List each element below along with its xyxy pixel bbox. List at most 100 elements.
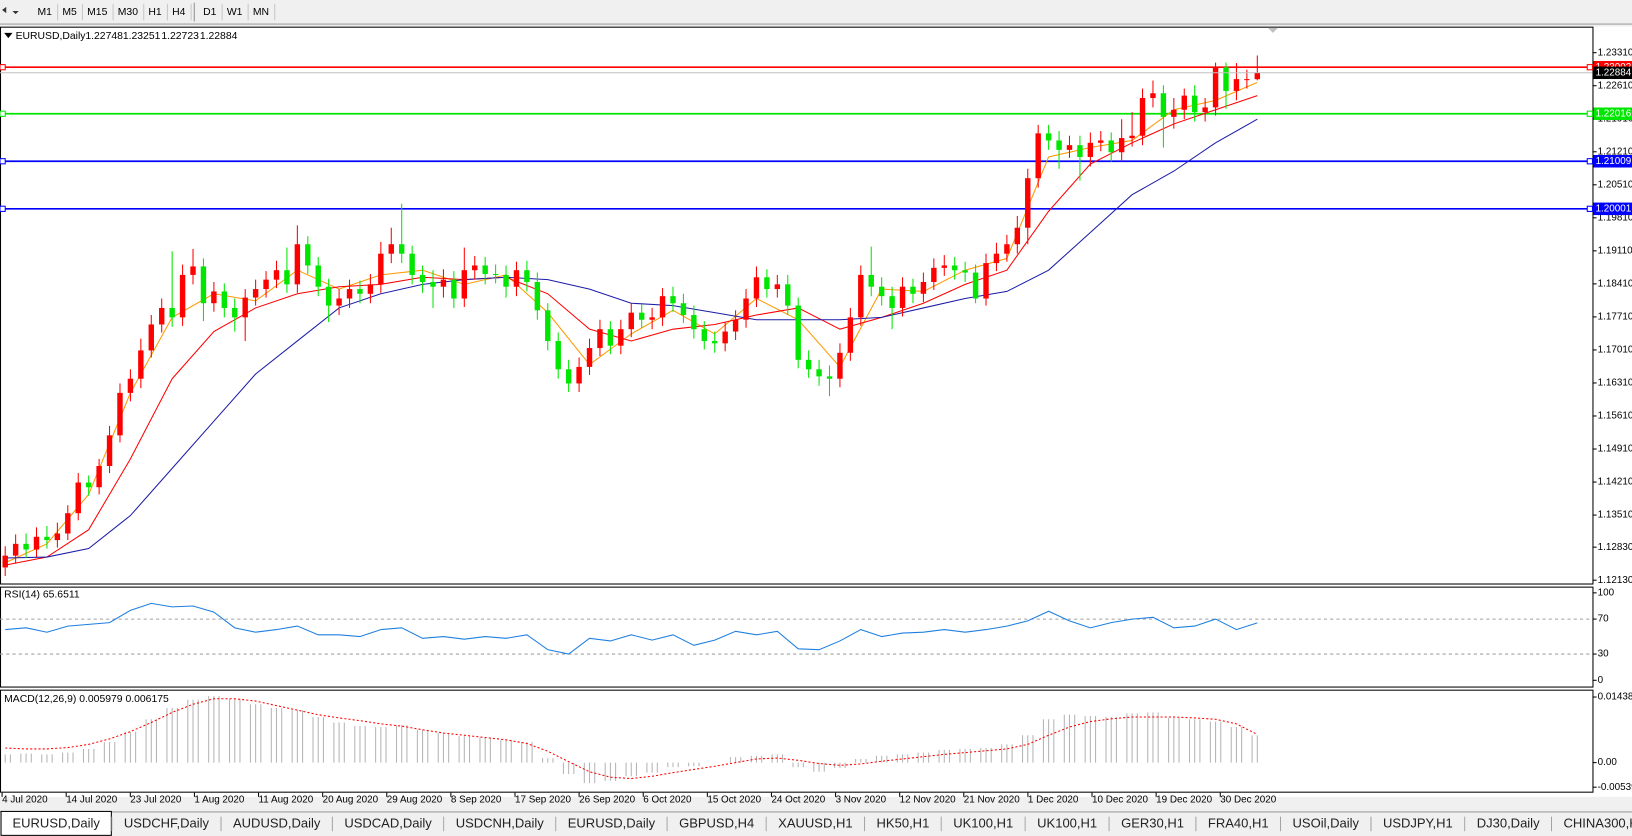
rsi-title: RSI(14) 65.6511 xyxy=(4,590,80,601)
timeframe-button[interactable]: M15 xyxy=(87,7,107,18)
symbol-tab-label[interactable]: USDCNH,Daily xyxy=(456,815,545,830)
symbol-tab[interactable] xyxy=(1371,813,1465,835)
candle-body xyxy=(1077,145,1083,157)
toolbar-icon[interactable] xyxy=(2,6,19,15)
candle-body xyxy=(54,533,61,541)
candle-body xyxy=(889,296,895,308)
x-tick-label: 12 Nov 2020 xyxy=(900,795,957,806)
timeframe-button[interactable]: M1 xyxy=(37,7,52,18)
timeframe-button[interactable]: H4 xyxy=(172,7,186,18)
timeframe-button[interactable]: D1 xyxy=(203,7,217,18)
symbol-tab[interactable] xyxy=(221,813,332,835)
timeframe-button[interactable]: M30 xyxy=(118,7,138,18)
candle-body xyxy=(1150,93,1156,98)
candle-body xyxy=(701,329,708,341)
symbol-tab[interactable] xyxy=(1196,813,1281,835)
level-price-box xyxy=(1593,202,1632,216)
timeframe-button[interactable]: M5 xyxy=(62,7,77,18)
symbol-tab[interactable] xyxy=(444,813,556,835)
symbol-tab-label[interactable]: USOil,Daily xyxy=(1293,815,1360,830)
level-handle xyxy=(0,158,6,165)
candle-body xyxy=(430,281,436,287)
symbol-tab[interactable] xyxy=(1465,813,1552,835)
candle-body xyxy=(1254,72,1261,80)
candle-body xyxy=(618,329,624,346)
candle-body xyxy=(649,317,655,320)
symbol-tab[interactable] xyxy=(1281,813,1371,835)
timeframe-button[interactable]: W1 xyxy=(227,7,243,18)
candle-body xyxy=(1202,107,1208,113)
y-tick-label: 1.14210 xyxy=(1598,477,1632,488)
candle-body xyxy=(826,376,833,379)
level-price-label: 1.21009 xyxy=(1596,156,1632,167)
candle-body xyxy=(878,286,885,297)
candle-body xyxy=(294,244,301,285)
y-tick-label: 1.12830 xyxy=(1598,542,1632,553)
candle-body xyxy=(305,244,311,266)
candle-body xyxy=(1212,67,1219,108)
candle-body xyxy=(211,291,217,304)
symbol-tab-label[interactable]: EURUSD,Daily xyxy=(12,815,100,830)
x-tick-label: 1 Aug 2020 xyxy=(194,795,244,806)
symbol-tab-label[interactable]: USDCHF,Daily xyxy=(124,815,210,830)
candle-body xyxy=(179,274,186,318)
symbol-tab-label[interactable]: AUDUSD,Daily xyxy=(233,815,321,830)
level-handle xyxy=(0,110,6,117)
candle-body xyxy=(96,466,102,488)
timeframe-button[interactable]: H1 xyxy=(148,7,162,18)
x-tick-label: 29 Aug 2020 xyxy=(387,795,443,806)
y-tick-label: 1.15610 xyxy=(1598,411,1632,422)
symbol-tab-label[interactable]: USDJPY,H1 xyxy=(1383,815,1453,830)
timeframe-button[interactable]: MN xyxy=(253,7,269,18)
candle-body xyxy=(117,392,123,436)
symbol-tab-label[interactable]: EURUSD,Daily xyxy=(568,815,656,830)
x-tick-label: 24 Oct 2020 xyxy=(771,795,825,806)
y-tick-label: 1.17010 xyxy=(1598,345,1632,356)
y-tick-label: -0.00539 xyxy=(1598,782,1632,793)
symbol-tab[interactable] xyxy=(941,813,1025,835)
y-tick-label: 1.23310 xyxy=(1598,47,1632,58)
candle-body xyxy=(263,279,269,290)
candle-body xyxy=(597,329,603,349)
symbol-tab-label[interactable]: UK100,H1 xyxy=(1037,815,1097,830)
candle-body xyxy=(1045,133,1052,141)
x-tick-label: 1 Dec 2020 xyxy=(1028,795,1079,806)
symbol-tab-label[interactable]: GBPUSD,H4 xyxy=(679,815,754,830)
candle-body xyxy=(1139,97,1146,136)
symbol-tab[interactable] xyxy=(332,813,444,835)
symbol-tab-label[interactable]: HK50,H1 xyxy=(877,815,930,830)
symbol-tab[interactable] xyxy=(112,813,221,835)
candle-body xyxy=(607,329,614,346)
level-handle xyxy=(1586,158,1593,165)
symbol-tab-label[interactable]: GER30,H1 xyxy=(1121,815,1184,830)
header-low: 1.22723 xyxy=(161,31,199,42)
symbol-tab-label[interactable]: CHINA300,H1 xyxy=(1564,815,1632,830)
symbol-tab[interactable] xyxy=(865,813,941,835)
candle-body xyxy=(743,298,749,320)
symbol-tab[interactable] xyxy=(766,813,865,835)
symbol-tab[interactable] xyxy=(1025,813,1109,835)
current-price-box xyxy=(1593,66,1632,80)
candle-body xyxy=(12,543,19,556)
candle-body xyxy=(1160,93,1167,117)
candle-body xyxy=(315,265,321,287)
symbol-tab-label[interactable]: UK100,H1 xyxy=(953,815,1013,830)
header-close: 1.22884 xyxy=(200,31,238,42)
candle-body xyxy=(1223,67,1229,91)
candle-body xyxy=(795,305,801,360)
level-handle xyxy=(1586,205,1593,212)
level-price-label: 1.22016 xyxy=(1596,108,1632,119)
candle-body xyxy=(952,265,958,271)
symbol-tab-label[interactable]: FRA40,H1 xyxy=(1208,815,1269,830)
symbol-tab-label[interactable]: XAUUSD,H1 xyxy=(778,815,852,830)
macd-signal-line xyxy=(5,698,1258,780)
symbol-tab[interactable] xyxy=(1109,813,1196,835)
candle-body xyxy=(1181,95,1187,110)
candle-body xyxy=(732,319,739,332)
symbol-tab[interactable] xyxy=(1552,813,1632,835)
symbol-tab[interactable] xyxy=(667,813,766,835)
symbol-tab[interactable] xyxy=(556,813,667,835)
symbol-tab-label[interactable]: DJ30,Daily xyxy=(1477,815,1540,830)
symbol-tab-label[interactable]: USDCAD,Daily xyxy=(344,815,432,830)
candle-body xyxy=(242,297,248,318)
